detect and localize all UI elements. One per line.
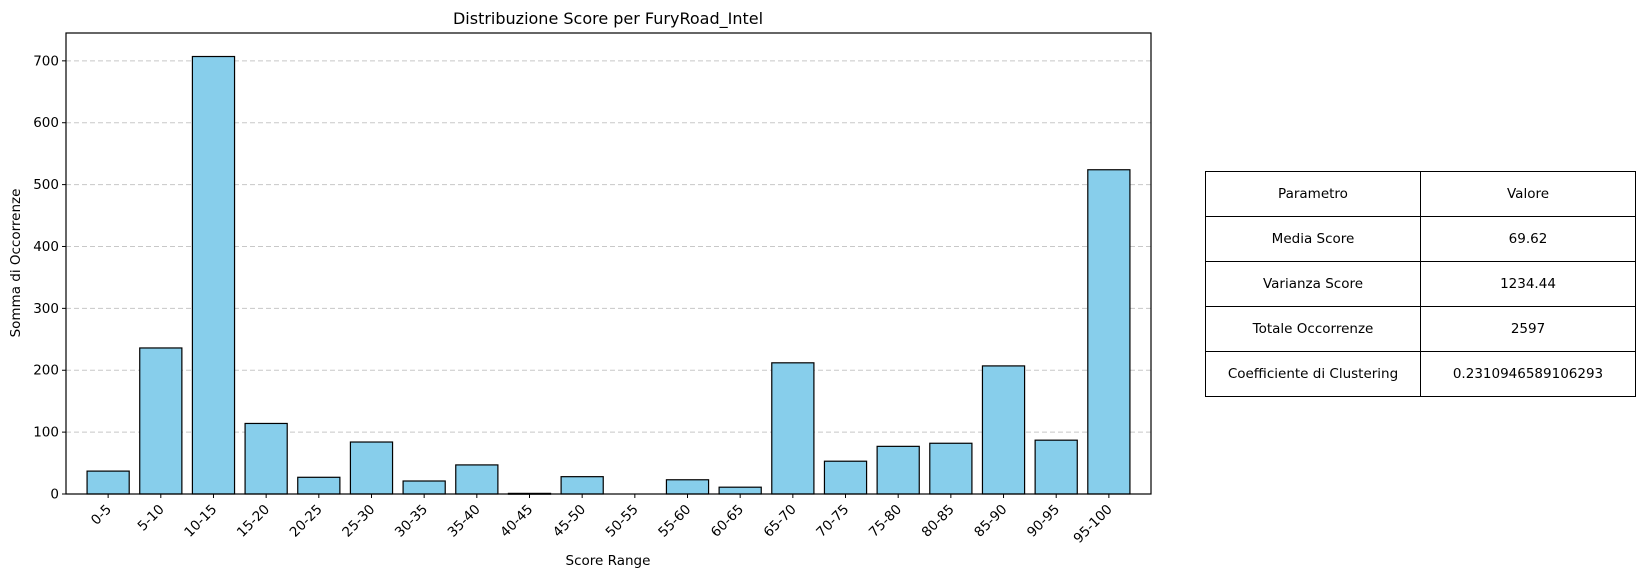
table-cell: 1234.44 <box>1420 261 1636 307</box>
table-cell: 69.62 <box>1420 216 1636 262</box>
x-tick-label: 80-85 <box>919 502 958 541</box>
x-tick-label: 15-20 <box>234 502 273 541</box>
x-tick-label: 60-65 <box>708 502 747 541</box>
x-tick-label: 85-90 <box>971 502 1010 541</box>
x-tick-label: 25-30 <box>339 502 378 541</box>
bar <box>981 365 1026 495</box>
bars <box>86 55 1131 495</box>
bar <box>1034 439 1078 495</box>
table-cell: Totale Occorrenze <box>1205 306 1421 352</box>
table-header-cell: Parametro <box>1205 171 1421 217</box>
table-header-cell: Valore <box>1420 171 1636 217</box>
axes <box>62 32 1152 498</box>
x-tick-label: 10-15 <box>181 502 220 541</box>
stats-table: Parametro Valore Media Score 69.62 Varia… <box>1205 171 1636 397</box>
y-tick-label: 500 <box>33 177 59 193</box>
bar <box>560 476 604 495</box>
plot-frame <box>65 32 1152 495</box>
x-tick-label: 90-95 <box>1024 502 1063 541</box>
y-tick-label: 700 <box>33 53 59 69</box>
table-row: Media Score 69.62 <box>1205 216 1636 262</box>
x-axis-label: Score Range <box>566 553 651 569</box>
x-tick-label: 35-40 <box>445 502 484 541</box>
x-tick-label: 5-10 <box>135 502 168 535</box>
bar <box>665 479 710 495</box>
x-tick-label: 75-80 <box>866 502 905 541</box>
y-tick-label: 0 <box>50 487 59 503</box>
y-tick-label: 400 <box>33 239 59 255</box>
bar <box>1087 169 1131 495</box>
y-tick-label: 200 <box>33 363 59 379</box>
bar <box>86 470 130 495</box>
table-cell: 0.2310946589106293 <box>1420 351 1636 397</box>
table-cell: Coefficiente di Clustering <box>1205 351 1421 397</box>
x-tick-label: 95-100 <box>1071 502 1116 547</box>
bar <box>244 422 288 495</box>
x-tick-label: 40-45 <box>497 502 536 541</box>
table-cell: Media Score <box>1205 216 1421 262</box>
bar <box>718 486 762 495</box>
bar <box>297 476 341 495</box>
x-tick-label: 55-60 <box>655 502 694 541</box>
table-row: Totale Occorrenze 2597 <box>1205 306 1636 352</box>
x-tick-label: 20-25 <box>287 502 326 541</box>
bar-chart: Distribuzione Score per FuryRoad_Intel S… <box>8 9 1152 569</box>
bar <box>191 55 236 495</box>
table-header-row: Parametro Valore <box>1205 171 1636 217</box>
x-tick-label: 30-35 <box>392 502 431 541</box>
table-row: Varianza Score 1234.44 <box>1205 261 1636 307</box>
bar <box>929 442 973 495</box>
y-axis-label: Somma di Occorrenze <box>8 189 24 338</box>
bar <box>139 347 183 495</box>
x-tick-label: 70-75 <box>813 502 852 541</box>
grid-lines <box>66 60 1151 433</box>
bar <box>771 362 815 495</box>
y-tick-label: 300 <box>33 301 59 317</box>
x-tick-label: 65-70 <box>761 502 800 541</box>
bar <box>823 460 868 495</box>
chart-title: Distribuzione Score per FuryRoad_Intel <box>453 9 763 29</box>
x-tick-label: 50-55 <box>603 502 642 541</box>
x-tick-label: 45-50 <box>550 502 589 541</box>
table-row: Coefficiente di Clustering 0.23109465891… <box>1205 351 1636 397</box>
table-cell: 2597 <box>1420 306 1636 352</box>
y-tick-label: 100 <box>33 425 59 441</box>
table-cell: Varianza Score <box>1205 261 1421 307</box>
y-tick-label: 600 <box>33 115 59 131</box>
bar <box>455 464 499 495</box>
bar <box>402 480 446 495</box>
x-tick-label: 0-5 <box>88 502 115 529</box>
bar <box>876 445 920 495</box>
bar <box>349 441 394 495</box>
